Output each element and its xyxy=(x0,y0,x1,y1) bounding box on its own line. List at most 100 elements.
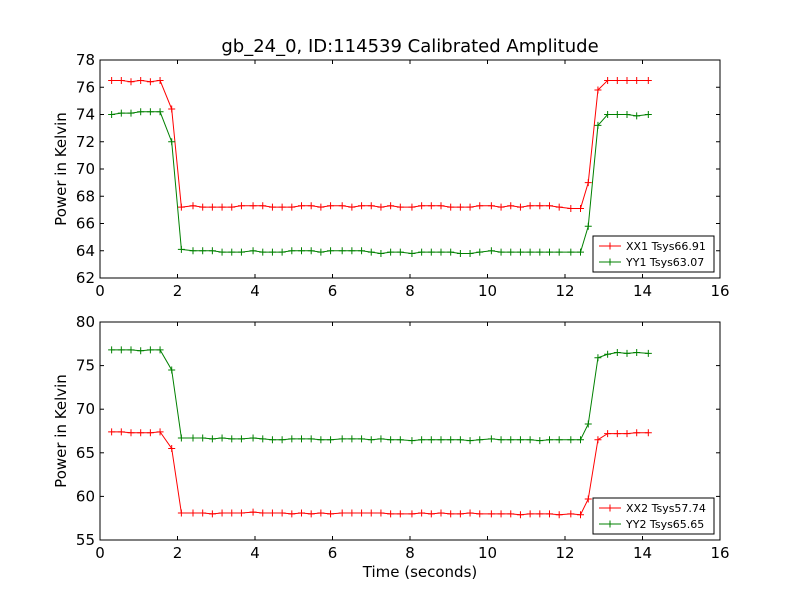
data-point xyxy=(507,510,515,518)
data-point xyxy=(456,249,464,257)
data-point xyxy=(317,248,325,256)
data-point xyxy=(497,510,505,518)
y-tick-label: 80 xyxy=(76,313,95,331)
data-point xyxy=(237,509,245,517)
data-point xyxy=(348,203,356,211)
data-point xyxy=(278,248,286,256)
x-tick-label: 0 xyxy=(95,282,105,300)
data-point xyxy=(146,429,154,437)
x-tick-label: 6 xyxy=(328,282,338,300)
data-point xyxy=(317,203,325,211)
y-tick-label: 78 xyxy=(76,51,95,69)
data-point xyxy=(307,510,315,518)
data-point xyxy=(577,248,584,256)
data-point xyxy=(218,203,226,211)
data-point xyxy=(288,247,296,255)
data-point xyxy=(466,509,474,517)
data-point xyxy=(516,248,524,256)
series-2-2 xyxy=(108,346,652,445)
data-point xyxy=(546,248,553,256)
data-point xyxy=(117,428,125,436)
series-line-2-1 xyxy=(111,431,649,516)
data-point xyxy=(577,436,584,444)
data-point xyxy=(476,202,484,210)
data-point xyxy=(487,435,495,443)
data-point xyxy=(377,203,385,211)
data-point xyxy=(327,510,335,518)
x-tick-label: 8 xyxy=(405,544,415,562)
data-point xyxy=(278,203,286,211)
data-point xyxy=(577,205,584,213)
data-point xyxy=(377,435,385,443)
data-point xyxy=(146,78,154,86)
legend-marker xyxy=(606,242,614,250)
data-point xyxy=(623,349,631,357)
y-tick-label: 70 xyxy=(76,160,95,178)
data-point xyxy=(249,247,257,255)
data-point xyxy=(338,435,346,443)
data-point xyxy=(189,509,197,517)
data-point xyxy=(408,203,416,211)
data-point xyxy=(604,430,612,438)
data-point xyxy=(644,349,652,357)
data-point xyxy=(199,434,207,442)
data-point xyxy=(268,203,276,211)
legend-marker xyxy=(606,504,614,512)
data-point xyxy=(146,108,154,116)
data-point xyxy=(633,112,641,120)
data-point xyxy=(507,248,515,256)
data-point xyxy=(623,430,631,438)
data-point xyxy=(327,202,335,210)
data-point xyxy=(146,346,154,354)
data-point xyxy=(447,436,455,444)
data-point xyxy=(437,509,445,517)
data-point xyxy=(447,510,455,518)
data-point xyxy=(307,202,315,210)
y-tick-label: 76 xyxy=(76,78,95,96)
data-point xyxy=(516,436,524,444)
data-point xyxy=(418,436,426,444)
data-point xyxy=(418,248,426,256)
data-point xyxy=(168,366,176,374)
data-point xyxy=(127,109,135,117)
data-point xyxy=(567,248,575,256)
data-point xyxy=(259,248,267,256)
data-point xyxy=(418,202,426,210)
data-point xyxy=(546,436,553,444)
data-point xyxy=(437,202,445,210)
data-point xyxy=(228,203,236,211)
data-point xyxy=(108,76,116,84)
data-point xyxy=(317,436,325,444)
data-point xyxy=(358,509,366,517)
data-point xyxy=(317,509,325,517)
data-point xyxy=(396,203,404,211)
data-point xyxy=(168,105,176,113)
data-point xyxy=(427,436,435,444)
data-point xyxy=(456,436,464,444)
data-point xyxy=(476,436,484,444)
data-point xyxy=(507,202,515,210)
data-point xyxy=(536,510,544,518)
data-point xyxy=(555,511,563,519)
data-point xyxy=(117,346,125,354)
data-point xyxy=(567,436,575,444)
data-point xyxy=(137,108,145,116)
series-1-2 xyxy=(108,108,652,257)
data-point xyxy=(259,435,267,443)
data-point xyxy=(594,121,602,129)
data-point xyxy=(156,428,164,436)
data-point xyxy=(117,76,125,84)
data-point xyxy=(156,346,164,354)
data-point xyxy=(268,509,276,517)
data-point xyxy=(427,510,435,518)
data-point xyxy=(338,247,346,255)
y-tick-label: 74 xyxy=(76,106,95,124)
data-point xyxy=(387,248,395,256)
data-point xyxy=(487,247,495,255)
data-point xyxy=(427,248,435,256)
data-point xyxy=(199,509,207,517)
data-point xyxy=(137,76,145,84)
series-1-1 xyxy=(108,76,652,213)
